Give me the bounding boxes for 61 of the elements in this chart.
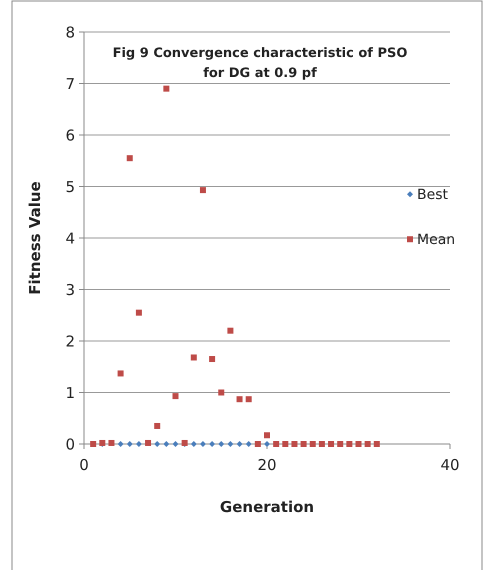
- point: [163, 441, 170, 447]
- point: [136, 441, 142, 447]
- point: [282, 441, 288, 447]
- point: [374, 441, 380, 447]
- point: [209, 356, 216, 362]
- point: [328, 441, 334, 447]
- point: [264, 432, 270, 438]
- point: [209, 441, 216, 447]
- point: [172, 441, 178, 447]
- point: [264, 441, 270, 447]
- point: [154, 441, 160, 447]
- point: [90, 441, 96, 447]
- point: [172, 393, 178, 400]
- point: [126, 441, 133, 447]
- point: [136, 310, 142, 316]
- point: [190, 441, 197, 447]
- point: [200, 441, 206, 447]
- y-tick-label: 4: [65, 229, 75, 248]
- point: [300, 441, 307, 447]
- point: [356, 441, 362, 447]
- y-tick-label: 2: [65, 332, 75, 350]
- point: [154, 422, 160, 429]
- text: Fig 9 Convergence characteristic of PSO for DG at 0.9 pf: [112, 46, 408, 81]
- point: [227, 328, 234, 334]
- point: [218, 441, 224, 447]
- legend-label: Mean: [417, 232, 456, 248]
- point: [318, 441, 325, 447]
- point: [118, 441, 124, 447]
- point: [364, 441, 371, 447]
- point: [310, 441, 316, 447]
- y-axis-title: Fitness Value: [26, 181, 44, 295]
- point: [118, 370, 124, 376]
- point: [254, 441, 261, 447]
- point: [126, 155, 133, 162]
- y-tick-label: 0: [65, 435, 75, 454]
- point: [337, 441, 344, 447]
- point: [291, 441, 298, 447]
- y-tick-label: 3: [65, 280, 75, 299]
- y-tick-label: 1: [65, 384, 75, 402]
- point: [246, 396, 252, 402]
- x-tick-label: 0: [79, 456, 89, 474]
- point: [227, 441, 234, 447]
- point: [190, 354, 197, 360]
- point: [236, 441, 243, 447]
- legend-label: Best: [417, 187, 449, 204]
- y-tick-label: 8: [65, 23, 75, 42]
- y-tick-label: 6: [65, 126, 75, 144]
- point: [108, 440, 114, 446]
- x-tick-label: 20: [257, 456, 277, 474]
- y-tick-label: 5: [65, 178, 75, 196]
- point: [145, 440, 152, 446]
- point: [163, 86, 170, 92]
- point: [273, 441, 280, 447]
- point: [246, 441, 252, 447]
- x-tick-label: 40: [440, 456, 460, 474]
- y-tick-label: 7: [65, 74, 75, 93]
- point: [218, 390, 224, 396]
- point: [346, 441, 352, 447]
- x-axis-title: Generation: [220, 498, 314, 516]
- point: [200, 187, 206, 194]
- point: [236, 396, 243, 402]
